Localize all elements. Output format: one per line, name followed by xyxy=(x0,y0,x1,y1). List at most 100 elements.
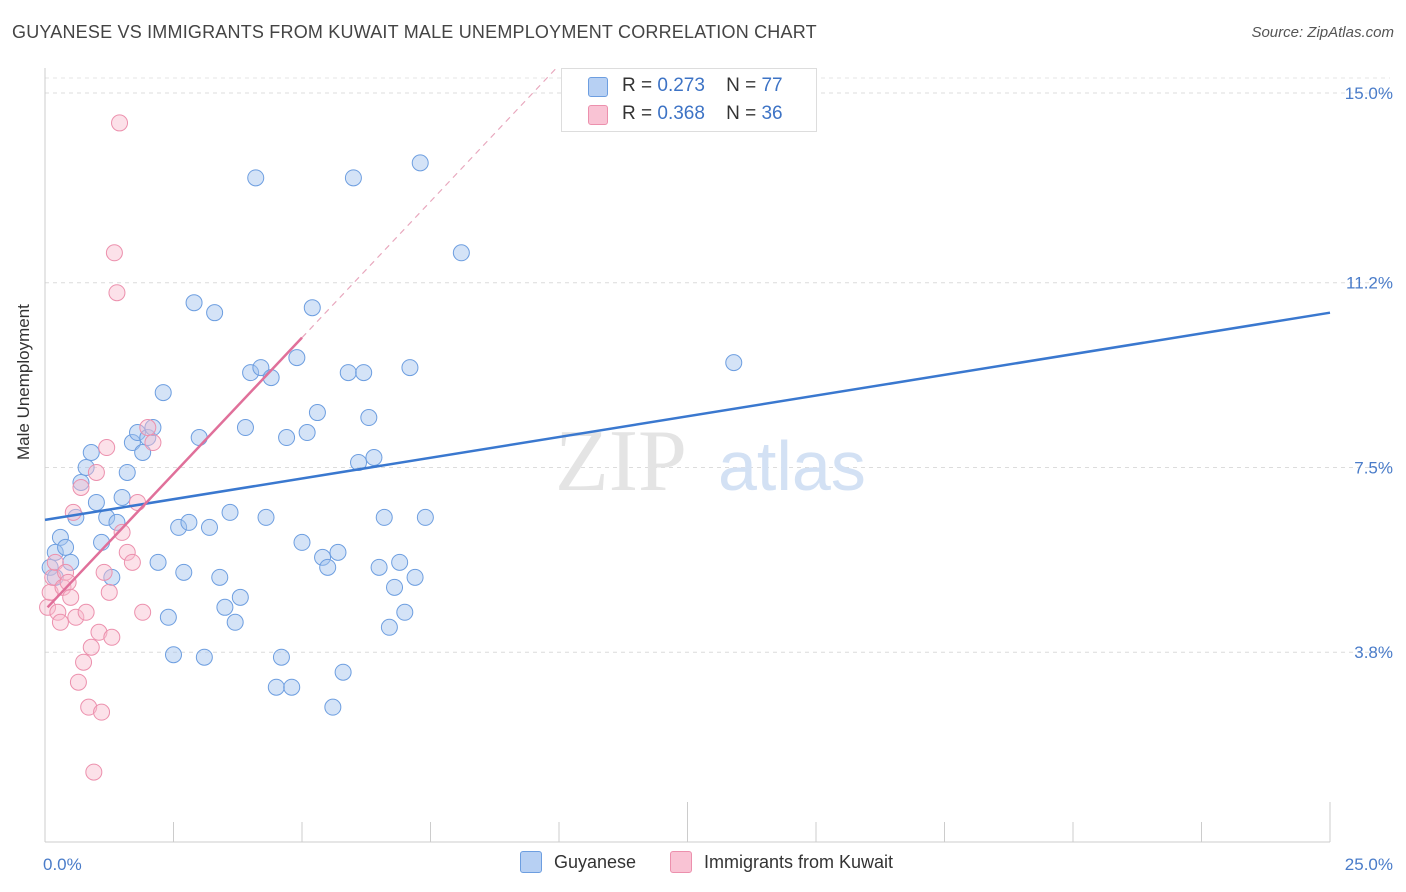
trend-lines xyxy=(44,67,1331,609)
guyanese-point xyxy=(293,533,311,551)
guyanese-point xyxy=(252,359,270,377)
chart-source: Source: ZipAtlas.com xyxy=(1251,24,1394,41)
tick-labels: 3.8% 7.5% 11.2% 15.0% 0.0% 25.0% xyxy=(43,84,1393,874)
legend-n-label: N = xyxy=(726,103,757,124)
legend-label-guyanese: Guyanese xyxy=(554,851,637,872)
legend-r-label: R = xyxy=(622,75,653,96)
guyanese-point xyxy=(113,488,131,506)
guyanese-point xyxy=(216,598,234,616)
guyanese-point xyxy=(452,244,470,262)
kuwait-point xyxy=(134,603,152,621)
kuwait-point xyxy=(51,613,69,631)
guyanese-point xyxy=(370,558,388,576)
guyanese-point xyxy=(134,444,152,462)
kuwait-point xyxy=(108,284,126,302)
kuwait-point xyxy=(144,434,162,452)
guyanese-point xyxy=(355,364,373,382)
guyanese-point xyxy=(206,304,224,322)
guyanese-point xyxy=(278,429,296,447)
legend-n-value: 77 xyxy=(761,75,783,96)
guyanese-trend-line xyxy=(44,311,1331,522)
guyanese-point xyxy=(108,513,126,531)
kuwait-point xyxy=(139,419,157,437)
kuwait-point xyxy=(80,698,98,716)
kuwait-point xyxy=(85,763,103,781)
guyanese-point xyxy=(303,299,321,317)
legend-r-value: 0.273 xyxy=(657,75,705,96)
guyanese-point xyxy=(51,528,69,546)
guyanese-point xyxy=(386,578,404,596)
kuwait-point xyxy=(49,603,67,621)
axes xyxy=(44,68,1331,843)
kuwait-point xyxy=(98,439,116,457)
legend-item-guyanese[interactable]: Guyanese xyxy=(520,851,636,873)
guyanese-point xyxy=(87,493,105,511)
x-tick-label-min: 0.0% xyxy=(43,855,82,874)
guyanese-point xyxy=(41,558,59,576)
legend-swatch-kuwait xyxy=(670,851,692,873)
guyanese-point xyxy=(257,508,275,526)
guyanese-point xyxy=(283,678,301,696)
guyanese-point xyxy=(406,568,424,586)
guyanese-point xyxy=(185,294,203,312)
guyanese-point xyxy=(324,698,342,716)
guyanese-point xyxy=(57,538,75,556)
guyanese-point xyxy=(123,434,141,452)
guyanese-point xyxy=(154,384,172,402)
kuwait-point xyxy=(105,244,123,262)
watermark-zip: ZIP xyxy=(555,413,687,510)
kuwait-point xyxy=(118,543,136,561)
guyanese-point xyxy=(411,154,429,172)
kuwait-trend-line xyxy=(46,336,303,609)
kuwait-point xyxy=(69,673,87,691)
guyanese-point xyxy=(725,354,743,372)
guyanese-point xyxy=(236,419,254,437)
guyanese-point xyxy=(380,618,398,636)
guyanese-point xyxy=(308,404,326,422)
y-tick-label: 15.0% xyxy=(1345,84,1393,103)
y-tick-label: 11.2% xyxy=(1346,274,1393,293)
guyanese-point xyxy=(247,169,265,187)
kuwait-point xyxy=(64,503,82,521)
x-tick-label-max: 25.0% xyxy=(1345,855,1393,874)
guyanese-point xyxy=(319,558,337,576)
kuwait-point xyxy=(57,563,75,581)
kuwait-point xyxy=(111,114,129,132)
guyanese-point xyxy=(396,603,414,621)
series-legend: Guyanese Immigrants from Kuwait xyxy=(0,851,1406,877)
kuwait-point xyxy=(113,523,131,541)
legend-item-kuwait[interactable]: Immigrants from Kuwait xyxy=(670,851,893,873)
guyanese-point xyxy=(149,553,167,571)
guyanese-point xyxy=(211,568,229,586)
kuwait-point xyxy=(41,583,59,601)
kuwait-point xyxy=(100,583,118,601)
guyanese-point xyxy=(139,429,157,447)
guyanese-point xyxy=(344,169,362,187)
watermark: ZIP atlas xyxy=(555,413,866,510)
kuwait-point xyxy=(87,463,105,481)
kuwait-point xyxy=(90,623,108,641)
watermark-atlas: atlas xyxy=(718,427,866,505)
kuwait-trend-extension xyxy=(301,67,557,339)
y-tick-label: 3.8% xyxy=(1354,643,1393,662)
guyanese-point xyxy=(46,543,64,561)
guyanese-point xyxy=(416,508,434,526)
guyanese-point xyxy=(334,663,352,681)
guyanese-point xyxy=(221,503,239,521)
guyanese-point xyxy=(195,648,213,666)
guyanese-point xyxy=(118,463,136,481)
kuwait-point xyxy=(44,568,62,586)
chart-title: GUYANESE VS IMMIGRANTS FROM KUWAIT MALE … xyxy=(12,22,817,42)
kuwait-point xyxy=(75,653,93,671)
guyanese-point xyxy=(72,473,90,491)
legend-swatch-guyanese xyxy=(520,851,542,873)
guyanese-point xyxy=(82,444,100,462)
guyanese-point xyxy=(401,359,419,377)
guyanese-points xyxy=(41,154,743,716)
guyanese-point xyxy=(360,409,378,427)
guyanese-point xyxy=(129,424,147,442)
kuwait-point xyxy=(93,703,111,721)
guyanese-point xyxy=(226,613,244,631)
guyanese-point xyxy=(180,513,198,531)
legend-n-value: 36 xyxy=(761,103,783,124)
